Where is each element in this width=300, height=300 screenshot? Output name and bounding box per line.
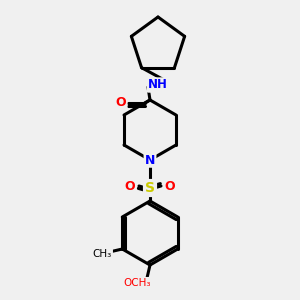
Text: OCH₃: OCH₃ bbox=[123, 278, 151, 288]
Text: NH: NH bbox=[148, 79, 168, 92]
Text: O: O bbox=[116, 97, 126, 110]
Text: CH₃: CH₃ bbox=[93, 249, 112, 259]
Text: N: N bbox=[145, 154, 155, 166]
Text: S: S bbox=[145, 181, 155, 195]
Text: O: O bbox=[165, 179, 175, 193]
Text: O: O bbox=[125, 179, 135, 193]
